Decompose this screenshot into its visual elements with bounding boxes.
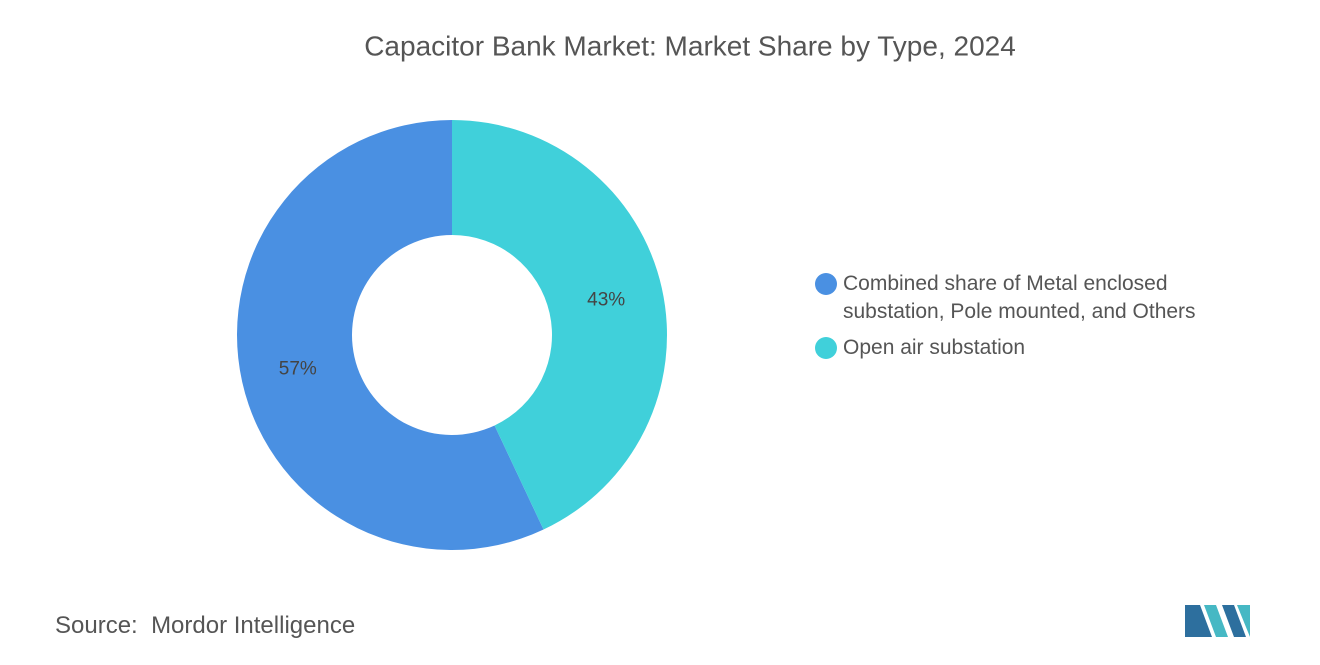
legend-swatch — [815, 273, 837, 295]
source-text: Mordor Intelligence — [151, 612, 356, 639]
source-label: Source: — [55, 612, 138, 639]
chart-title: Capacitor Bank Market: Market Share by T… — [364, 30, 1016, 61]
data-label: 57% — [279, 358, 317, 379]
legend: Combined share of Metal enclosed substat… — [812, 270, 1232, 370]
legend-swatch — [815, 337, 837, 359]
legend-item: Open air substation — [812, 334, 1232, 362]
legend-item: Combined share of Metal enclosed substat… — [812, 270, 1232, 326]
donut-slice — [236, 120, 544, 551]
source: Source: Mordor Intelligence — [55, 612, 355, 640]
legend-label: Open air substation — [843, 336, 1026, 359]
legend-label: Combined share of Metal enclosed substat… — [843, 272, 1196, 323]
logo — [1185, 605, 1250, 637]
donut-slice — [452, 120, 667, 530]
data-label: 43% — [587, 290, 625, 311]
